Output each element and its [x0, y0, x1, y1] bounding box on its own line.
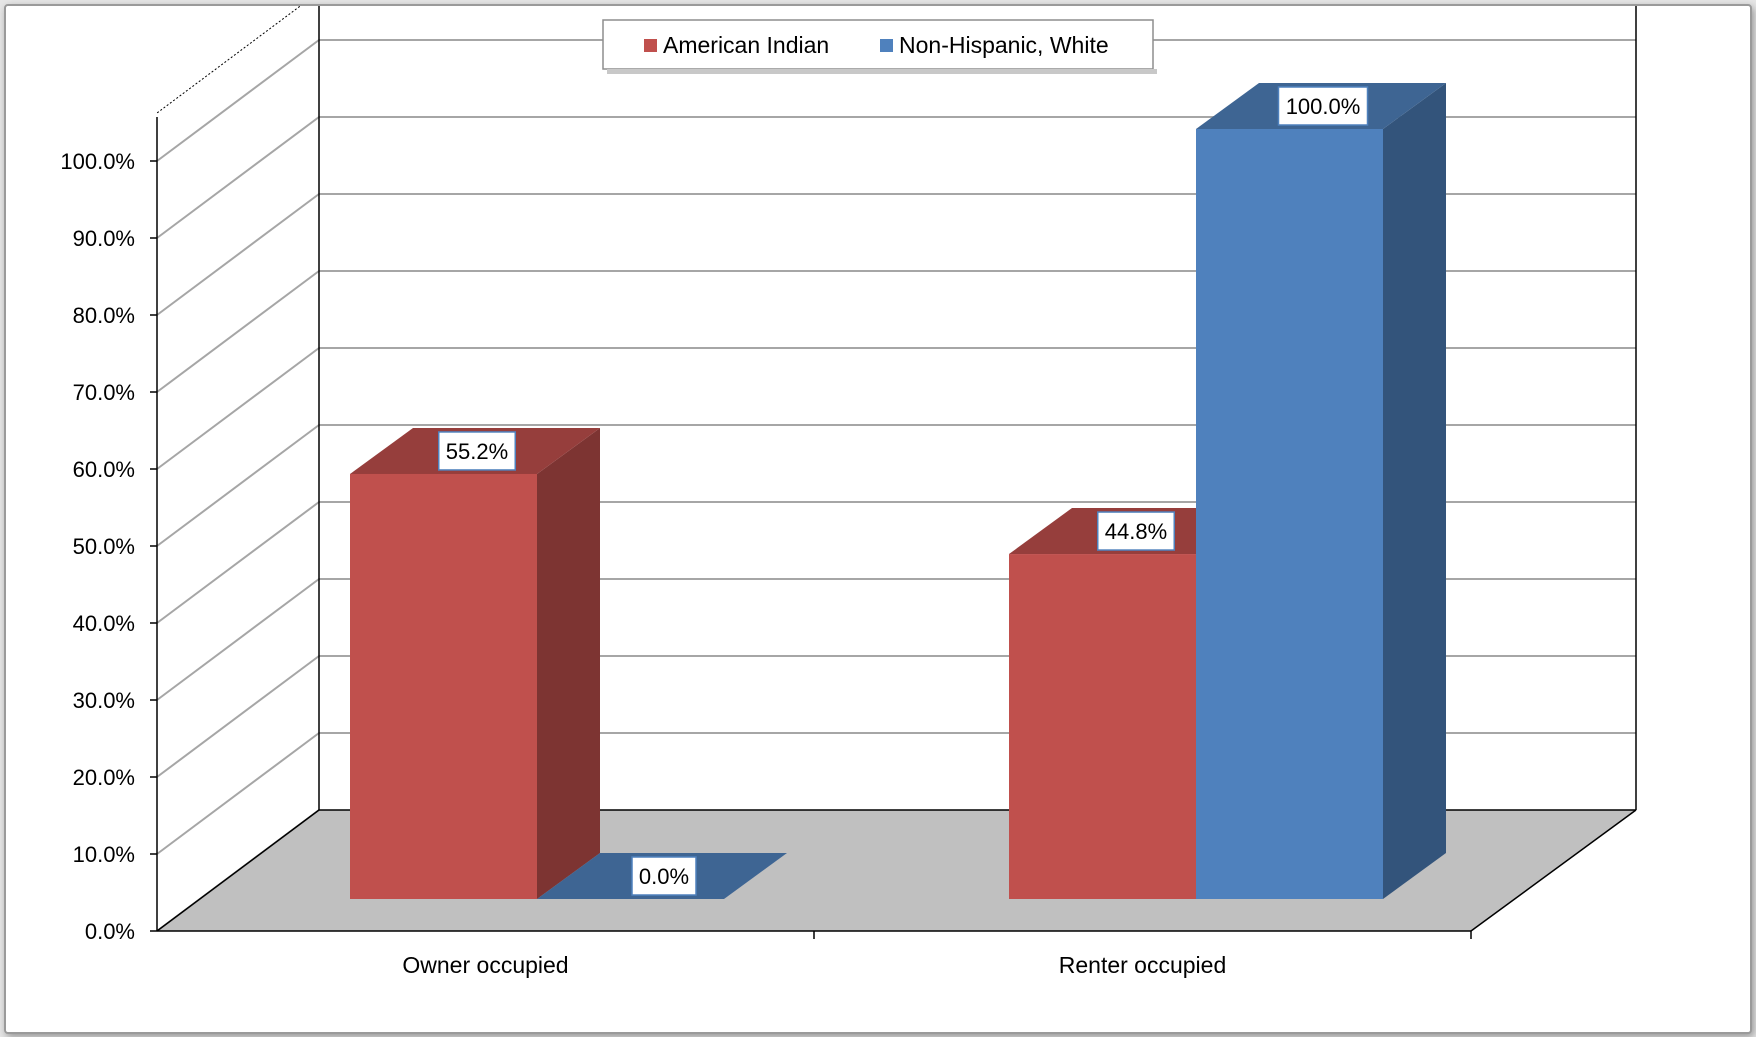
- y-tick-label: 30.0%: [73, 688, 135, 713]
- chart-frame: 0.0% 10.0% 20.0% 30.0% 40.0% 50.0% 60.0% 70.0% 8…: [4, 4, 1752, 1034]
- bar-side-face: [1383, 83, 1446, 899]
- data-label-box: [631, 856, 697, 896]
- y-tick-label: 60.0%: [73, 457, 135, 482]
- gridline-side: [156, 193, 320, 316]
- data-label-text: 100.0%: [1286, 94, 1361, 119]
- bar: [1196, 83, 1446, 899]
- gridline-side: [156, 270, 320, 393]
- y-tick-label: 10.0%: [73, 842, 135, 867]
- axes: 0.0% 10.0% 20.0% 30.0% 40.0% 50.0% 60.0% 70.0% 8…: [60, 6, 1637, 978]
- legend-swatch-american-indian: [644, 39, 657, 52]
- x-category-label: Owner occupied: [402, 952, 568, 978]
- data-label-box: [1277, 86, 1369, 126]
- legend-box: [602, 19, 1154, 70]
- bar-front-face: [1196, 129, 1383, 899]
- data-label-text: 44.8%: [1105, 519, 1167, 544]
- legend-shadow: [607, 69, 1157, 74]
- data-label: 100.0%: [1277, 86, 1369, 126]
- bar-side-face: [537, 427, 600, 899]
- legend: American Indian Non-Hispanic, White: [602, 19, 1157, 74]
- legend-label-non-hispanic-white: Non-Hispanic, White: [899, 32, 1109, 58]
- y-tick-label: 100.0%: [60, 149, 135, 174]
- gridline-side: [156, 501, 320, 624]
- gridline-side: [156, 655, 320, 778]
- y-tick-label: 80.0%: [73, 303, 135, 328]
- gridline-side: [156, 578, 320, 701]
- y-tick-label: 20.0%: [73, 765, 135, 790]
- x-category-label: Renter occupied: [1059, 952, 1227, 978]
- bar-front-face: [350, 473, 537, 899]
- floor-right-edge: [1470, 809, 1637, 932]
- y-tick-label: 70.0%: [73, 380, 135, 405]
- data-label: 0.0%: [631, 856, 697, 896]
- data-label-text: 55.2%: [446, 439, 508, 464]
- gridline-side: [156, 39, 320, 162]
- data-label-box: [438, 431, 516, 471]
- gridline-side: [156, 732, 320, 855]
- side-wall-top-edge: [156, 6, 302, 114]
- floor-left-edge: [156, 809, 320, 932]
- legend-swatch-non-hispanic-white: [880, 39, 893, 52]
- gridline-side: [156, 116, 320, 239]
- gridline-side: [156, 424, 320, 547]
- y-tick-label: 0.0%: [85, 919, 135, 944]
- legend-label-american-indian: American Indian: [663, 32, 829, 58]
- data-label-box: [1097, 511, 1175, 551]
- y-tick-label: 50.0%: [73, 534, 135, 559]
- data-label: 55.2%: [438, 431, 516, 471]
- data-labels: 55.2% 0.0% 44.8% 100.0%: [438, 86, 1369, 896]
- data-label: 44.8%: [1097, 511, 1175, 551]
- bar-front-face: [1009, 554, 1196, 899]
- gridline-side: [156, 347, 320, 470]
- bar: [350, 427, 600, 899]
- y-tick-label: 90.0%: [73, 226, 135, 251]
- data-label-text: 0.0%: [639, 864, 689, 889]
- y-tick-label: 40.0%: [73, 611, 135, 636]
- bar-chart: 0.0% 10.0% 20.0% 30.0% 40.0% 50.0% 60.0% 70.0% 8…: [60, 6, 1637, 978]
- bars: [350, 83, 1446, 899]
